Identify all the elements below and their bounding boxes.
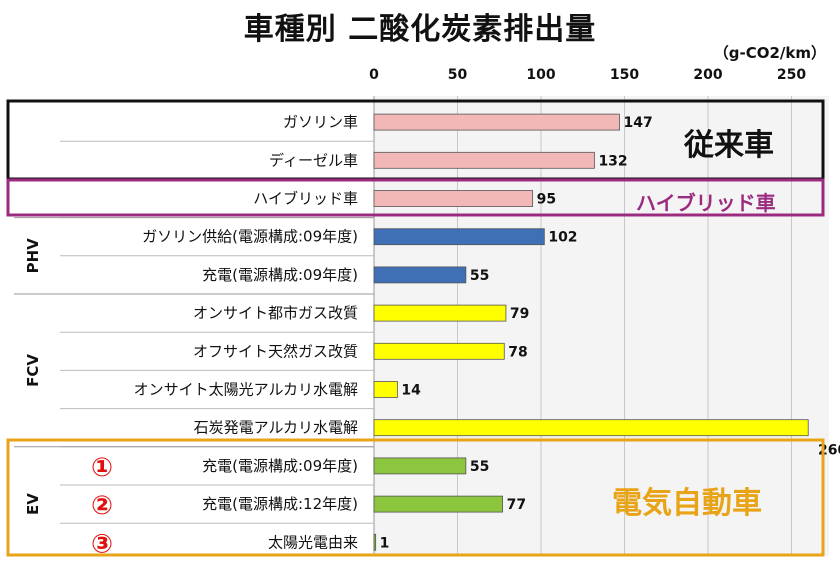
value-label: 77	[507, 497, 526, 513]
category-label: オンサイト太陽光アルカリ水電解	[134, 381, 358, 399]
marker-3: ③	[91, 529, 113, 559]
value-label: 102	[548, 230, 577, 246]
ev-box-label: 電気自動車	[612, 486, 762, 521]
x-tick-label: 0	[369, 67, 379, 83]
x-tick-label: 50	[448, 67, 468, 83]
category-label: ハイブリッド車	[253, 190, 358, 208]
marker-1: ①	[91, 453, 113, 483]
group-label-phv: PHV	[24, 238, 42, 274]
category-label: オフサイト天然ガス改質	[193, 342, 358, 360]
value-label: 1	[380, 535, 390, 551]
value-label: 147	[623, 115, 652, 131]
value-label: 55	[470, 459, 489, 475]
category-label: オンサイト都市ガス改質	[193, 304, 358, 322]
category-label: 充電(電源構成:09年度)	[202, 266, 358, 284]
conventional-box-label: 従来車	[684, 128, 774, 163]
bar	[373, 495, 503, 513]
value-label: 78	[508, 344, 527, 360]
group-label-ev: EV	[24, 493, 42, 515]
value-label: 260	[818, 443, 840, 459]
bar	[373, 266, 467, 284]
hybrid-box-label: ハイブリッド車	[636, 191, 776, 215]
unit-label: （g-CO2/km）	[713, 44, 826, 62]
category-label: 太陽光電由来	[268, 533, 358, 551]
value-label: 55	[470, 268, 489, 284]
bar	[373, 190, 534, 207]
x-tick-label: 250	[777, 67, 806, 83]
category-label: ガソリン車	[283, 113, 358, 131]
x-tick-label: 200	[693, 67, 722, 83]
bar	[373, 113, 620, 131]
bar	[373, 151, 595, 169]
value-label: 95	[537, 192, 556, 208]
category-label: 充電(電源構成:12年度)	[202, 495, 358, 513]
x-tick-label: 150	[610, 67, 639, 83]
chart-title: 車種別 二酸化炭素排出量	[243, 12, 597, 47]
bar	[373, 419, 809, 437]
ev-box	[6, 438, 825, 557]
group-label-fcv: FCV	[24, 354, 42, 387]
bar	[373, 381, 398, 398]
value-label: 14	[401, 383, 421, 399]
bar	[373, 457, 467, 475]
category-label: ディーゼル車	[269, 151, 358, 169]
bar	[373, 342, 505, 360]
bar	[373, 304, 507, 322]
hybrid-box	[6, 178, 825, 217]
category-label: 石炭発電アルカリ水電解	[194, 419, 358, 437]
x-tick-label: 100	[526, 67, 555, 83]
marker-2: ②	[91, 491, 113, 521]
category-label: 充電(電源構成:09年度)	[202, 457, 358, 475]
category-label: ガソリン供給(電源構成:09年度)	[142, 228, 358, 246]
value-label: 132	[598, 153, 627, 169]
bar	[373, 228, 545, 246]
plot-area	[374, 96, 829, 556]
value-label: 79	[510, 306, 529, 322]
bar	[373, 533, 377, 551]
